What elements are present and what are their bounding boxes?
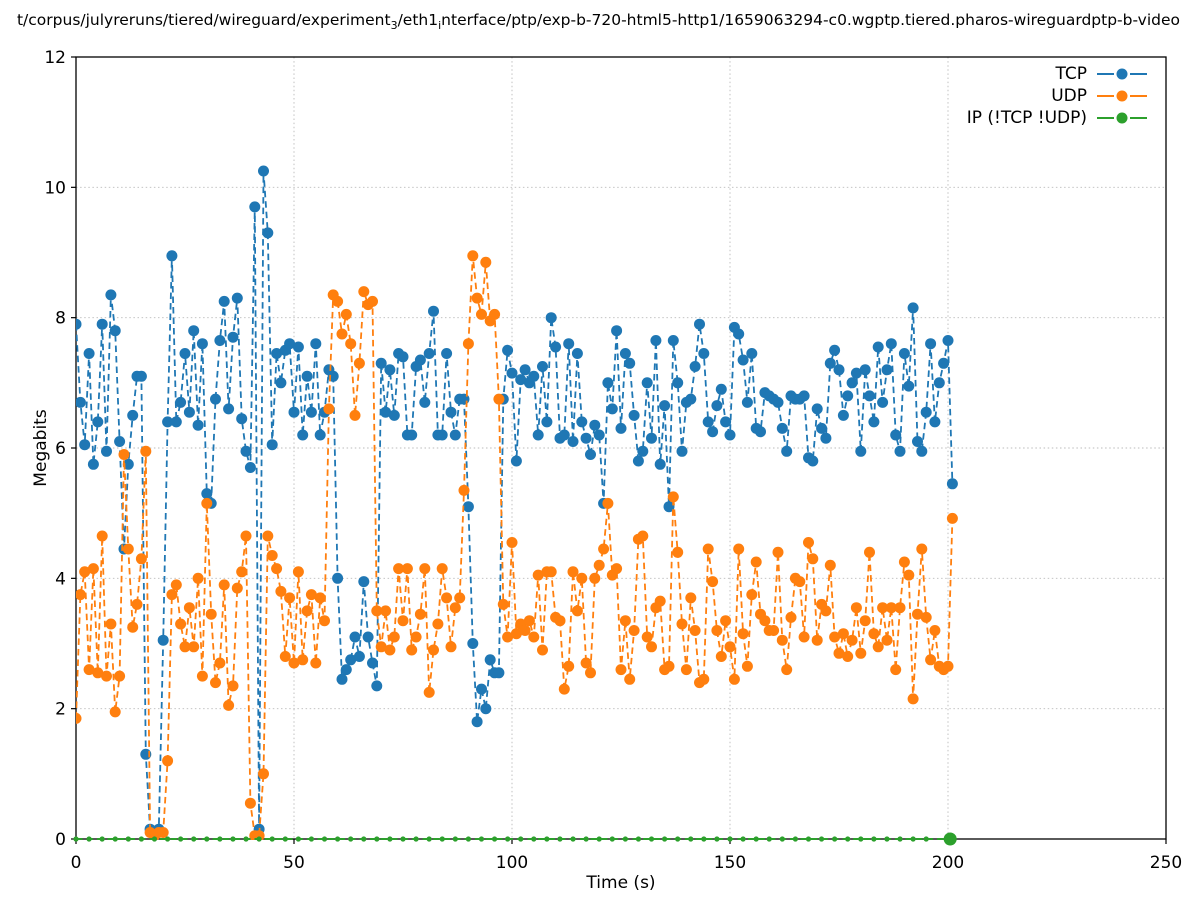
axis-ticks: 0 50 100 150 200 250 0 2 4 6 8 10 12 (44, 48, 1182, 873)
legend-row-tcp: TCP (967, 63, 1147, 85)
title-subscript-2: i (438, 19, 442, 32)
legend-label-ip: IP (!TCP !UDP) (966, 108, 1087, 128)
x-tick-label: 200 (932, 853, 964, 873)
legend-row-udp: UDP (967, 85, 1147, 107)
y-tick-label: 12 (44, 48, 66, 68)
legend-label-udp: UDP (1051, 86, 1087, 106)
title-part-2: /eth1 (397, 11, 439, 29)
ip-line-dot-icon (1097, 112, 1147, 124)
legend-label-tcp: TCP (1055, 64, 1087, 84)
title-part-3: nterface/ptp/exp-b-720-html5-http1/16590… (441, 11, 1181, 29)
series-tcp (76, 165, 958, 838)
y-tick-label: 6 (55, 439, 66, 459)
x-axis-label: Time (s) (586, 873, 656, 893)
y-tick-label: 0 (55, 830, 66, 850)
x-tick-label: 100 (496, 853, 528, 873)
y-tick-label: 2 (55, 700, 66, 720)
x-tick-label: 250 (1150, 853, 1182, 873)
y-tick-label: 4 (55, 569, 66, 589)
legend-row-ip: IP (!TCP !UDP) (967, 107, 1147, 129)
legend: TCP UDP IP (!TCP !UDP) (967, 63, 1147, 129)
x-tick-label: 150 (714, 853, 746, 873)
udp-line-dot-icon (1097, 90, 1147, 102)
gridlines (75, 56, 1167, 840)
y-axis-label: Megabits (31, 409, 51, 487)
x-tick-label: 50 (283, 853, 305, 873)
y-tick-label: 10 (44, 178, 66, 198)
series-ip (73, 832, 957, 846)
title-part-1: t/corpus/julyreruns/tiered/wireguard/exp… (16, 11, 391, 29)
title-subscript-1: 3 (390, 19, 398, 32)
x-tick-label: 0 (71, 853, 82, 873)
tcp-line-dot-icon (1097, 68, 1147, 80)
plot-border (75, 56, 1167, 840)
y-tick-label: 8 (55, 309, 66, 329)
ip-end-point (943, 832, 957, 846)
series-udp (76, 250, 958, 840)
chart-title: t/corpus/julyreruns/tiered/wireguard/exp… (0, 8, 1197, 32)
